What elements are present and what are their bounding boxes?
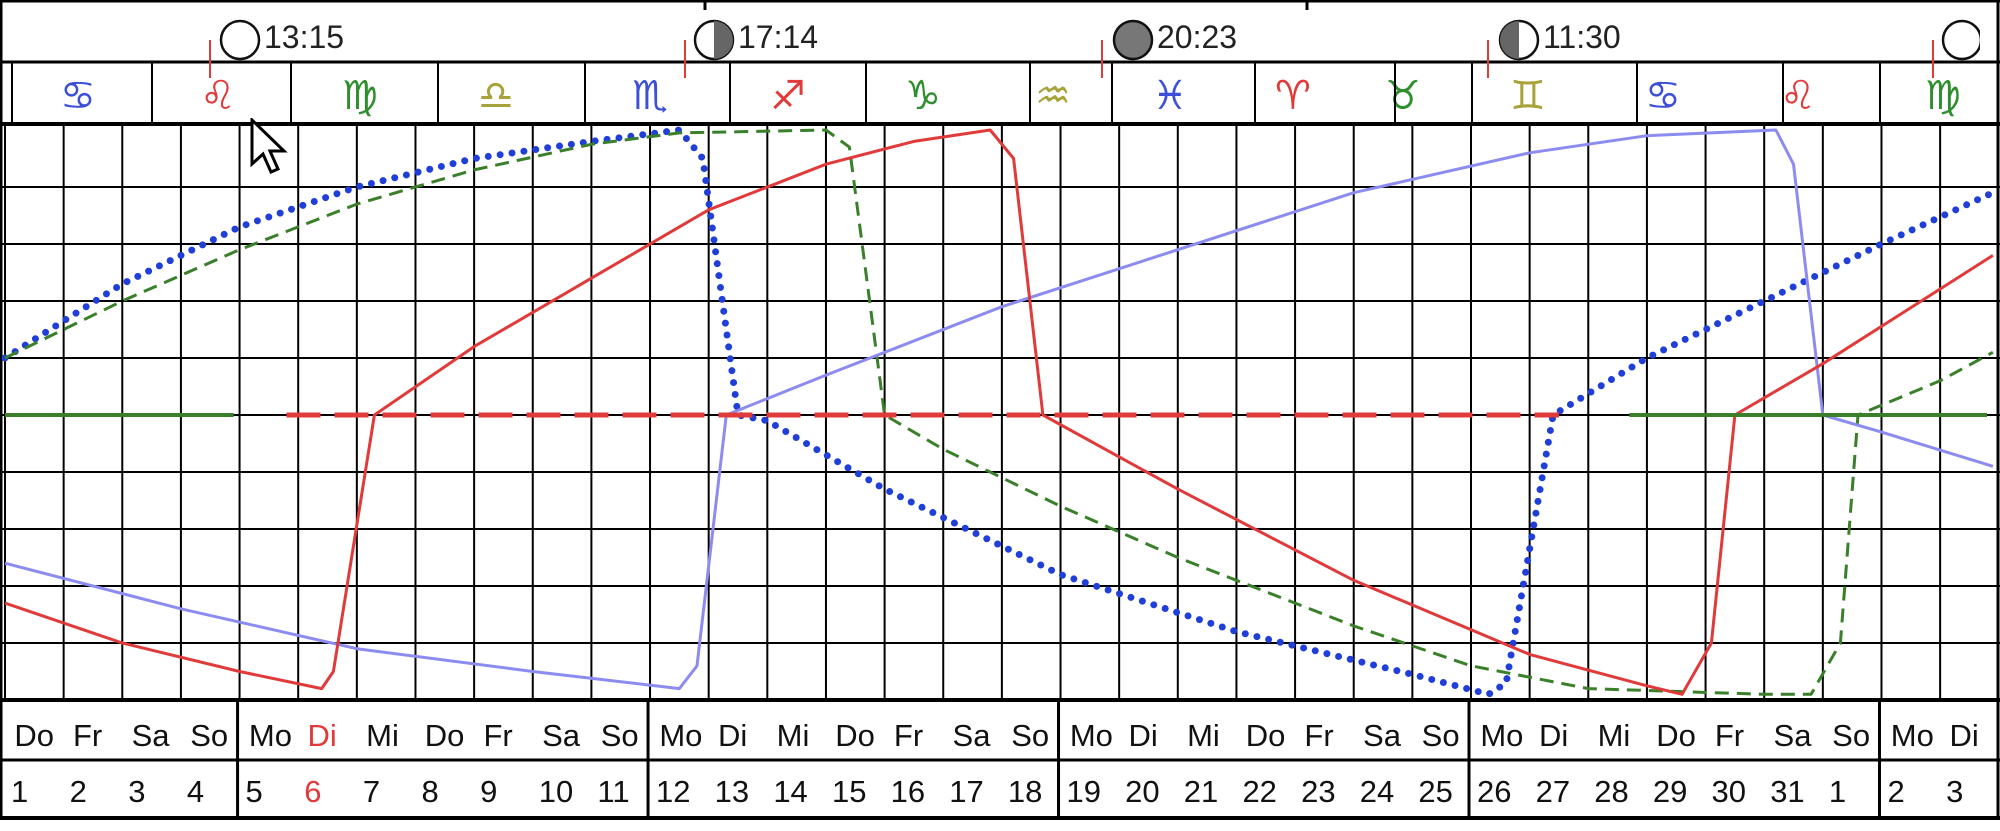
day-number-label: 7	[362, 774, 381, 809]
weekday-label: Mi	[1597, 718, 1631, 753]
weekday-label: Mi	[776, 718, 810, 753]
zodiac-sign: ♋	[1645, 73, 1681, 119]
day-number-label: 8	[421, 774, 439, 809]
moon-new-icon	[1112, 19, 1154, 61]
series-line-1	[4, 128, 1994, 696]
weekday-label: Do	[14, 718, 54, 753]
day-number-label: 14	[773, 774, 808, 809]
day-number-label: 1	[11, 774, 29, 809]
moon-first-quarter-icon	[1498, 19, 1540, 61]
series-line-3	[4, 128, 1994, 696]
weekday-label: Sa	[1773, 718, 1812, 753]
day-number-label: 2	[69, 774, 87, 809]
moon-phase-time: 13:15	[264, 19, 345, 55]
weekday-label: Do	[1656, 718, 1696, 753]
weekday-label: Fr	[483, 718, 513, 753]
weekday-label: So	[1832, 718, 1871, 753]
weekday-label: Di	[1538, 718, 1569, 753]
series-line-0	[1, 126, 1997, 698]
weekday-label: Mi	[1187, 718, 1220, 753]
weekday-label: So	[1011, 718, 1050, 753]
weekday-label: Fr	[72, 718, 103, 753]
zodiac-sign: ♓	[1152, 73, 1188, 119]
weekday-label: So	[600, 718, 639, 753]
day-number-label: 4	[186, 774, 205, 809]
zodiac-sign: ♍	[342, 73, 378, 119]
weekday-label: Do	[1245, 718, 1286, 753]
weekday-label: Mi	[366, 718, 399, 753]
zodiac-sign: ♋	[60, 73, 96, 119]
day-number-label: 31	[1770, 774, 1805, 809]
day-number-label: 30	[1711, 774, 1747, 809]
day-number-label: 5	[245, 774, 263, 809]
day-number-label: 25	[1418, 774, 1453, 809]
weekday-label: Do	[424, 718, 465, 753]
weekday-label: Sa	[952, 718, 991, 753]
day-number-label: 21	[1183, 774, 1219, 809]
weekday-label: Di	[1128, 718, 1158, 753]
weekday-label: Sa	[1363, 718, 1401, 753]
weekday-label: So	[1421, 718, 1460, 753]
day-number-label: 23	[1301, 774, 1336, 809]
zodiac-sign: ♍	[1925, 73, 1961, 119]
weekday-label: Mo	[1069, 718, 1113, 753]
moon-phase-time: 17:14	[738, 19, 819, 55]
zodiac-sign: ♎	[478, 73, 514, 119]
weekday-label: Di	[1949, 718, 1979, 753]
weekday-label: Sa	[131, 718, 170, 753]
day-number-label: 10	[538, 774, 574, 809]
day-number-label: 12	[656, 774, 691, 809]
day-number-label: 11	[597, 774, 630, 809]
weekday-label: Mo	[248, 718, 292, 753]
zodiac-sign: ♏	[632, 73, 668, 119]
zodiac-sign: ♐	[770, 73, 806, 119]
day-number-label: 17	[949, 774, 984, 809]
day-number-label: 28	[1594, 774, 1629, 809]
day-number-label: 13	[714, 774, 750, 809]
moon-full-icon	[1941, 19, 1980, 61]
day-number-label: 15	[831, 774, 867, 809]
day-number-label: 16	[890, 774, 926, 809]
day-number-label: 26	[1477, 774, 1512, 809]
weekday-label: Mo	[1480, 718, 1524, 753]
day-number-label: 29	[1652, 774, 1688, 809]
moon-phase-time: 11:30	[1543, 19, 1621, 55]
day-number-label: 1	[1828, 774, 1847, 809]
weekday-label: Do	[835, 718, 875, 753]
day-number-label: 9	[480, 774, 498, 809]
day-number-label: 18	[1007, 774, 1043, 809]
mouse-cursor-icon	[250, 116, 290, 178]
zodiac-sign: ♉	[1385, 73, 1421, 119]
day-number-label: 20	[1125, 774, 1160, 809]
day-number-label: 3	[1946, 774, 1964, 809]
weekday-label: Sa	[542, 718, 580, 753]
zodiac-sign: ♊	[1510, 73, 1546, 119]
weekday-label: Di	[307, 718, 337, 753]
day-number-label: 24	[1359, 774, 1395, 809]
weekday-label: Fr	[1714, 718, 1745, 753]
day-number-label: 22	[1242, 774, 1277, 809]
moon-full-icon	[219, 19, 261, 61]
weekday-label: So	[190, 718, 229, 753]
weekday-label: Di	[718, 718, 748, 753]
day-number-label: 6	[304, 774, 322, 809]
moon-phase-time: 20:23	[1157, 19, 1238, 55]
weekday-label: Fr	[893, 718, 924, 753]
zodiac-sign: ♒	[1035, 73, 1071, 119]
zodiac-sign: ♌	[1780, 73, 1816, 119]
weekday-label: Mo	[1890, 718, 1934, 753]
weekday-label: Mo	[659, 718, 703, 753]
zodiac-sign: ♈	[1275, 73, 1311, 119]
weekday-label: Fr	[1304, 718, 1334, 753]
day-number-label: 27	[1535, 774, 1571, 809]
day-number-label: 19	[1066, 774, 1101, 809]
day-number-label: 2	[1887, 774, 1905, 809]
day-number-label: 3	[128, 774, 146, 809]
moon-last-quarter-icon	[693, 19, 735, 61]
series-line-2	[4, 128, 1994, 691]
zodiac-sign: ♑	[905, 73, 941, 119]
zodiac-sign: ♌	[200, 73, 236, 119]
